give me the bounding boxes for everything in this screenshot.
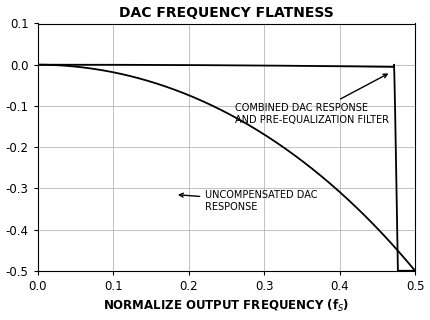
Title: DAC FREQUENCY FLATNESS: DAC FREQUENCY FLATNESS: [119, 5, 334, 20]
Text: UNCOMPENSATED DAC
RESPONSE: UNCOMPENSATED DAC RESPONSE: [179, 190, 318, 212]
Text: COMBINED DAC RESPONSE
AND PRE-EQUALIZATION FILTER: COMBINED DAC RESPONSE AND PRE-EQUALIZATI…: [236, 74, 390, 124]
X-axis label: NORMALIZE OUTPUT FREQUENCY (f$_S$): NORMALIZE OUTPUT FREQUENCY (f$_S$): [103, 298, 350, 315]
